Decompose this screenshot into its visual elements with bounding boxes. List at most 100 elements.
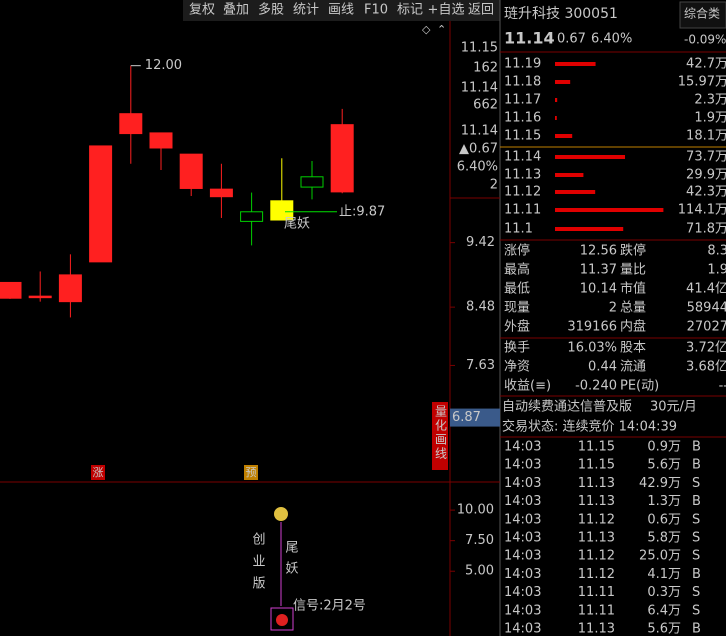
- trade-time: 14:03: [504, 476, 541, 491]
- trade-volume: 5.8万: [647, 531, 681, 546]
- trade-volume: 5.6万: [647, 622, 681, 636]
- marker: 涨: [93, 466, 104, 479]
- stop-label: 止:9.87: [339, 204, 385, 219]
- stat-value: 1.9: [707, 263, 726, 278]
- trade-price: 11.11: [578, 585, 615, 600]
- book-bar: [555, 80, 571, 84]
- trade-time: 14:03: [504, 458, 541, 473]
- toolbar-button[interactable]: 统计: [293, 3, 319, 18]
- book-bar: [555, 190, 596, 194]
- cursor-box: [450, 408, 500, 427]
- stat-label: 最低: [504, 282, 530, 297]
- trade-price: 11.13: [578, 622, 615, 636]
- book-volume: 2.3万: [694, 93, 726, 108]
- y-tick-label: 8.48: [466, 300, 495, 315]
- book-bar: [555, 62, 596, 66]
- toolbar-button[interactable]: 多股: [258, 2, 284, 18]
- side-label-box: [432, 402, 448, 470]
- change: 0.67: [557, 32, 586, 47]
- book-bar: [555, 98, 558, 102]
- book-volume: 15.97万: [678, 75, 726, 90]
- book-volume: 18.1万: [686, 129, 726, 144]
- stat-label: 换手: [504, 341, 530, 356]
- trade-volume: 0.3万: [647, 585, 681, 600]
- side-info: 6.40%: [457, 160, 498, 175]
- money-icon: [274, 507, 288, 521]
- status: 交易状态: 连续竞价 14:04:39: [502, 419, 677, 435]
- book-volume: 114.1万: [678, 203, 726, 218]
- signal-box: [270, 607, 294, 631]
- candle-body: [28, 295, 52, 299]
- stat-value: 27027: [687, 320, 726, 335]
- book-volume: 1.9万: [694, 111, 726, 126]
- stat-label: 收益(≡): [504, 379, 551, 394]
- toolbar-button[interactable]: +自选: [428, 3, 465, 18]
- trade-price: 11.12: [578, 549, 615, 564]
- marker-box: [91, 465, 105, 480]
- stat-value: 2: [609, 301, 617, 316]
- toolbar-button[interactable]: F10: [364, 3, 388, 18]
- candle-body: [0, 281, 22, 299]
- ad-text[interactable]: 自动续费通达信普及版: [502, 400, 632, 415]
- trade-price: 11.15: [578, 458, 615, 473]
- book-bar: [555, 116, 557, 120]
- trade-time: 14:03: [504, 549, 541, 564]
- stat-label: 总量: [620, 301, 646, 316]
- trade-volume: 5.6万: [647, 458, 681, 473]
- trade-price: 11.12: [578, 512, 615, 527]
- stat-label: 股本: [620, 341, 646, 356]
- stat-label: 净资: [504, 360, 530, 375]
- stat-value: --: [719, 379, 726, 394]
- trade-side: S: [692, 531, 700, 546]
- book-price: 11.1: [504, 222, 533, 237]
- book-bar: [555, 227, 624, 231]
- icon[interactable]: ◇: [422, 23, 431, 36]
- book-price: 11.12: [504, 185, 541, 200]
- toolbar-button[interactable]: 画线: [328, 3, 354, 18]
- stat-label: 最高: [504, 262, 530, 278]
- tab-box[interactable]: [679, 1, 726, 29]
- pattern-label: 尾妖: [284, 216, 310, 231]
- trade-volume: 6.4万: [647, 603, 681, 618]
- trade-volume: 0.9万: [647, 440, 681, 455]
- candle-body: [330, 124, 354, 193]
- marker-box: [244, 465, 258, 480]
- tab: 综合类: [684, 6, 720, 21]
- board-label: 创业版: [250, 532, 266, 598]
- side-info: 11.14: [461, 81, 498, 96]
- book-price: 11.18: [504, 75, 541, 90]
- icon[interactable]: ⌃: [437, 23, 446, 36]
- stat-label: 市值: [620, 281, 646, 297]
- stat-label: 涨停: [504, 243, 530, 259]
- stat-label: 现量: [504, 301, 530, 316]
- toolbar-button[interactable]: 返回: [468, 3, 494, 18]
- stat-label: 流通: [620, 360, 646, 375]
- trade-time: 14:03: [504, 622, 541, 636]
- toolbar-button[interactable]: 复权: [189, 2, 215, 18]
- trade-time: 14:03: [504, 494, 541, 509]
- trade-side: B: [692, 458, 701, 473]
- candle-body: [149, 132, 173, 149]
- y-tick-label: 5.00: [465, 564, 494, 579]
- trade-time: 14:03: [504, 585, 541, 600]
- book-bar: [555, 173, 584, 177]
- y-tick-label: 7.50: [465, 533, 494, 548]
- book-volume: 42.3万: [686, 185, 726, 200]
- trade-price: 11.13: [578, 531, 615, 546]
- trade-volume: 42.9万: [639, 476, 681, 491]
- cursor-price: 6.87: [452, 410, 481, 425]
- trade-time: 14:03: [504, 440, 541, 455]
- stat-value: 11.37: [580, 263, 617, 278]
- trade-time: 14:03: [504, 567, 541, 582]
- trade-side: B: [692, 622, 701, 636]
- stat-value: 16.03%: [567, 341, 617, 356]
- stat-value: 58944: [687, 301, 726, 316]
- candle-body: [179, 153, 203, 189]
- toolbar-button[interactable]: 叠加: [223, 3, 249, 18]
- toolbar-button[interactable]: 标记: [397, 3, 423, 18]
- book-volume: 42.7万: [686, 57, 726, 72]
- trade-volume: 4.1万: [647, 567, 681, 582]
